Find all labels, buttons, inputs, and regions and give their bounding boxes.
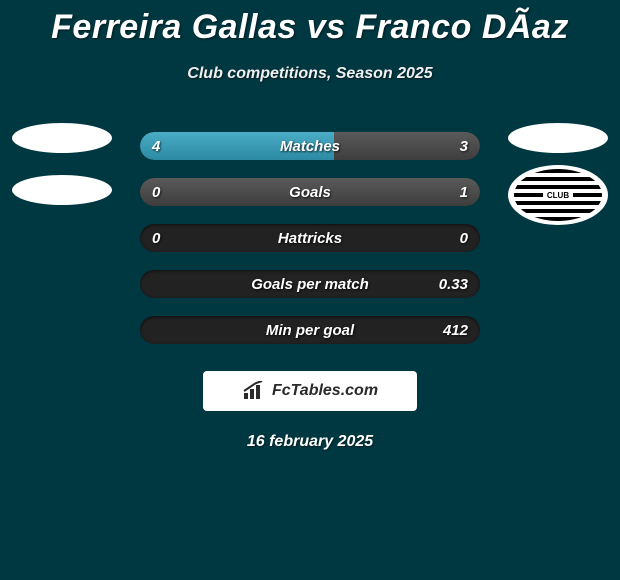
bar-track: 412 Min per goal xyxy=(140,316,480,344)
stat-row: 412 Min per goal xyxy=(0,307,620,353)
page-title: Ferreira Gallas vs Franco DÃ­az xyxy=(0,0,620,47)
value-right: 1 xyxy=(460,184,468,201)
stat-row: 0 1 Goals xyxy=(0,169,620,215)
brand-text: FcTables.com xyxy=(272,382,378,400)
stat-label: Goals per match xyxy=(251,276,369,293)
value-right: 0 xyxy=(460,230,468,247)
bar-track: 4 3 Matches xyxy=(140,132,480,160)
bar-track: 0 0 Hattricks xyxy=(140,224,480,252)
value-left: 0 xyxy=(152,184,160,201)
value-right: 412 xyxy=(443,322,468,339)
stat-label: Min per goal xyxy=(266,322,354,339)
bar-track: 0 1 Goals xyxy=(140,178,480,206)
bar-right xyxy=(334,132,480,160)
subtitle: Club competitions, Season 2025 xyxy=(0,65,620,83)
comparison-chart: CLUB 43Matches01Goals00Hattricks0.33Goal… xyxy=(0,123,620,353)
date-label: 16 february 2025 xyxy=(0,433,620,451)
stat-row: 0.33 Goals per match xyxy=(0,261,620,307)
value-right: 3 xyxy=(460,138,468,155)
value-left: 4 xyxy=(152,138,160,155)
stat-label: Goals xyxy=(289,184,331,201)
stat-row: 4 3 Matches xyxy=(0,123,620,169)
chart-icon xyxy=(242,381,266,401)
stat-label: Matches xyxy=(280,138,340,155)
bar-track: 0.33 Goals per match xyxy=(140,270,480,298)
brand-badge[interactable]: FcTables.com xyxy=(203,371,417,411)
stat-label: Hattricks xyxy=(278,230,342,247)
value-left: 0 xyxy=(152,230,160,247)
value-right: 0.33 xyxy=(439,276,468,293)
stat-row: 0 0 Hattricks xyxy=(0,215,620,261)
